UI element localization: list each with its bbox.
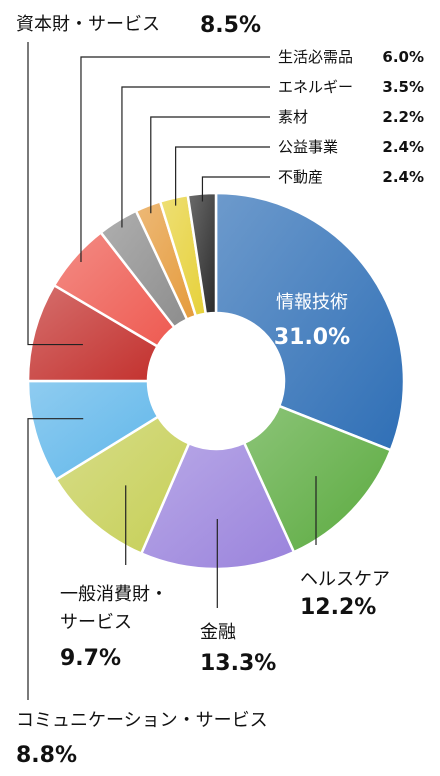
slice-label-energy: エネルギー — [278, 78, 353, 96]
leader-consumer-staples — [80, 56, 270, 262]
slice-label-consumer-discretionary-line2: サービス — [60, 612, 132, 633]
slice-real-estate — [186, 191, 218, 316]
slice-label-communication: コミュニケーション・サービス — [16, 710, 268, 731]
leader-lines — [27, 42, 317, 700]
slice-it — [214, 191, 406, 452]
slice-value-healthcare: 12.2% — [300, 595, 376, 620]
slice-healthcare — [242, 404, 393, 554]
leader-communication — [27, 418, 84, 700]
slice-value-consumer-staples: 6.0% — [382, 48, 424, 66]
slice-finance — [140, 441, 296, 571]
slice-value-utilities: 2.4% — [382, 138, 424, 156]
slice-value-energy: 3.5% — [382, 78, 424, 96]
slice-value-communication: 8.8% — [16, 743, 77, 768]
slice-label-consumer-staples: 生活必需品 — [278, 48, 353, 66]
leader-energy — [121, 86, 270, 228]
slice-label-it: 情報技術 — [276, 292, 348, 313]
slice-label-consumer-discretionary-line1: 一般消費財・ — [60, 584, 168, 605]
leader-real-estate — [201, 176, 270, 202]
slice-label-utilities: 公益事業 — [278, 138, 338, 156]
donut-slices — [26, 191, 406, 571]
slice-value-consumer-discretionary: 9.7% — [60, 646, 121, 671]
slice-label-materials: 素材 — [278, 108, 308, 126]
slice-value-industrials: 8.5% — [200, 13, 261, 38]
slice-label-industrials: 資本財・サービス — [16, 14, 160, 35]
slice-label-healthcare: ヘルスケア — [300, 569, 390, 590]
slice-value-it: 31.0% — [274, 325, 350, 350]
leader-industrials — [27, 42, 83, 346]
slice-label-real-estate: 不動産 — [278, 168, 323, 186]
slice-value-real-estate: 2.4% — [382, 168, 424, 186]
slice-value-finance: 13.3% — [200, 651, 276, 676]
slice-value-materials: 2.2% — [382, 108, 424, 126]
leader-utilities — [175, 146, 270, 206]
slice-label-finance: 金融 — [200, 622, 236, 643]
leader-materials — [150, 116, 270, 214]
